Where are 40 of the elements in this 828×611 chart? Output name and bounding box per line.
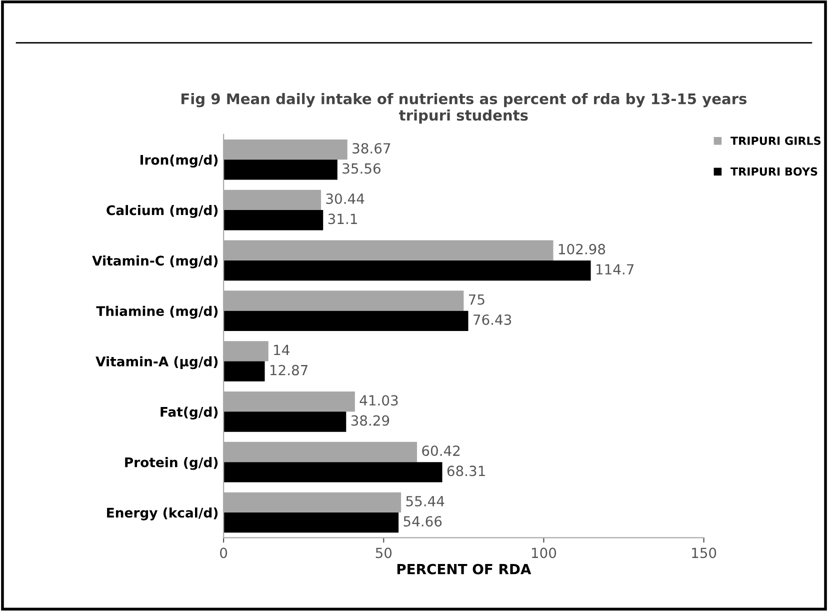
data-label: 35.56 xyxy=(342,163,380,174)
data-label: 38.67 xyxy=(352,143,390,154)
data-label: 60.42 xyxy=(422,446,460,456)
data-label: 31.1 xyxy=(328,214,357,224)
bar xyxy=(224,310,468,332)
data-label: 102.98 xyxy=(558,244,606,254)
bar xyxy=(224,260,591,281)
bar xyxy=(224,462,442,482)
x-axis-title: PERCENT OF RDA xyxy=(397,564,532,574)
bar xyxy=(224,160,338,180)
legend-label: TRIPURI BOYS xyxy=(730,167,818,176)
bar xyxy=(224,412,346,432)
y-tick-label: Protein (g/d) xyxy=(125,457,218,470)
y-tick-label: Energy (kcal/d) xyxy=(107,507,218,520)
x-tick-label: 50 xyxy=(376,548,392,558)
x-tick-label: 150 xyxy=(692,548,716,558)
y-tick-label: Fat(g/d) xyxy=(160,406,218,420)
data-label: 14 xyxy=(274,344,290,356)
legend-label: TRIPURI GIRLS xyxy=(730,136,821,145)
bar xyxy=(224,210,324,230)
y-tick-label: Iron(mg/d) xyxy=(140,154,218,168)
chart-title: Fig 9 Mean daily intake of nutrients as percent of rda by 13-15 years tripuri students xyxy=(182,93,747,124)
data-label: 38.29 xyxy=(351,415,390,426)
data-label: 55.44 xyxy=(406,496,444,506)
data-label: 12.87 xyxy=(270,364,308,376)
data-label: 75 xyxy=(468,294,484,305)
bar xyxy=(224,361,265,382)
data-label: 30.44 xyxy=(326,193,364,204)
x-tick-label: 0 xyxy=(220,548,228,558)
data-label: 76.43 xyxy=(474,314,512,325)
x-tick-label: 100 xyxy=(532,548,556,558)
y-tick-label: Thiamine (mg/d) xyxy=(96,306,218,319)
data-label: 68.31 xyxy=(447,466,485,476)
data-label: 41.03 xyxy=(360,395,398,406)
bar xyxy=(224,512,399,533)
y-tick-label: Vitamin-C (mg/d) xyxy=(92,255,218,268)
y-tick-label: Calcium (mg/d) xyxy=(106,205,218,218)
data-label: 54.66 xyxy=(404,516,442,527)
data-label: 114.7 xyxy=(596,264,634,274)
y-tick-label: Vitamin-A (µg/d) xyxy=(96,356,218,370)
